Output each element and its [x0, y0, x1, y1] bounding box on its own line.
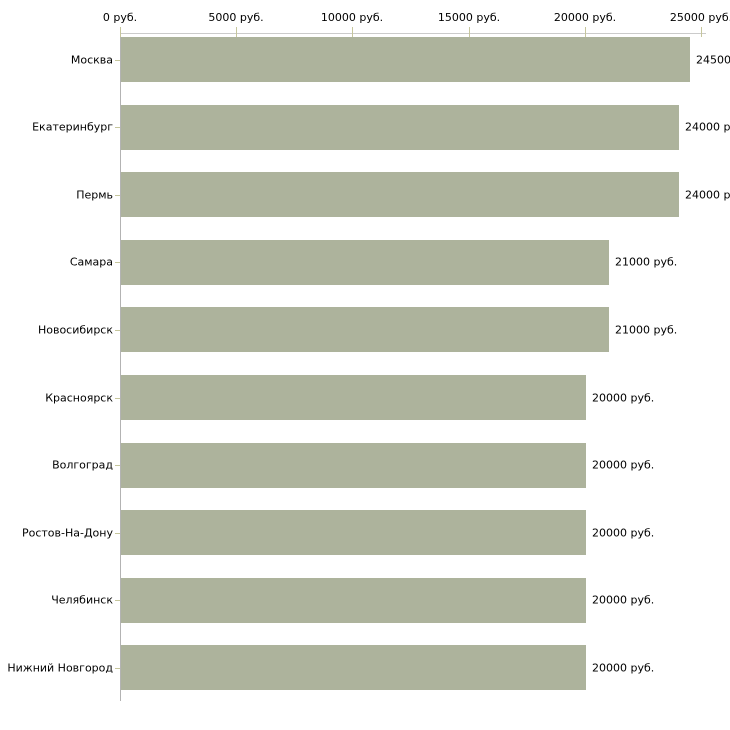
- category-tick-mark: [115, 330, 120, 331]
- bar: [121, 510, 586, 555]
- x-axis-line: [120, 33, 706, 34]
- y-axis-line: [120, 33, 121, 701]
- bar: [121, 172, 679, 217]
- bar-value-label: 24000 руб.: [685, 188, 730, 202]
- x-tick-mark: [585, 27, 586, 37]
- bar: [121, 645, 586, 690]
- category-label: Волгоград: [52, 458, 113, 472]
- x-tick-mark: [469, 27, 470, 37]
- x-tick-label: 10000 руб.: [320, 11, 384, 24]
- bar-value-label: 24000 руб.: [685, 120, 730, 134]
- category-label: Челябинск: [51, 593, 113, 607]
- x-tick-label: 5000 руб.: [208, 11, 264, 24]
- category-tick-mark: [115, 600, 120, 601]
- x-tick-mark: [701, 27, 702, 37]
- bar-value-label: 24500 руб.: [696, 53, 730, 67]
- bar: [121, 37, 690, 82]
- category-label: Москва: [70, 53, 113, 67]
- bar-value-label: 20000 руб.: [592, 458, 655, 472]
- category-label: Новосибирск: [37, 323, 113, 337]
- bar: [121, 307, 609, 352]
- category-tick-mark: [115, 262, 120, 263]
- category-tick-mark: [115, 195, 120, 196]
- x-tick-label: 15000 руб.: [437, 11, 501, 24]
- bar-value-label: 20000 руб.: [592, 661, 655, 675]
- category-tick-mark: [115, 533, 120, 534]
- x-tick-label: 20000 руб.: [553, 11, 617, 24]
- bar-value-label: 20000 руб.: [592, 391, 655, 405]
- category-label: Пермь: [76, 188, 113, 202]
- category-label: Самара: [69, 255, 113, 269]
- x-tick-label: 0 руб.: [102, 11, 138, 24]
- bar-value-label: 21000 руб.: [615, 255, 678, 269]
- x-tick-mark: [236, 27, 237, 37]
- category-label: Ростов-На-Дону: [21, 526, 113, 540]
- bar: [121, 578, 586, 623]
- bar: [121, 443, 586, 488]
- bar: [121, 240, 609, 285]
- bar-value-label: 20000 руб.: [592, 526, 655, 540]
- category-tick-mark: [115, 127, 120, 128]
- bar: [121, 105, 679, 150]
- category-tick-mark: [115, 398, 120, 399]
- bar: [121, 375, 586, 420]
- category-label: Красноярск: [45, 391, 113, 405]
- category-tick-mark: [115, 465, 120, 466]
- x-tick-mark: [120, 27, 121, 37]
- category-label: Нижний Новгород: [7, 661, 113, 675]
- category-tick-mark: [115, 668, 120, 669]
- category-label: Екатеринбург: [32, 120, 113, 134]
- category-tick-mark: [115, 60, 120, 61]
- bar-value-label: 21000 руб.: [615, 323, 678, 337]
- bar-value-label: 20000 руб.: [592, 593, 655, 607]
- x-tick-mark: [352, 27, 353, 37]
- x-tick-label: 25000 руб.: [669, 11, 730, 24]
